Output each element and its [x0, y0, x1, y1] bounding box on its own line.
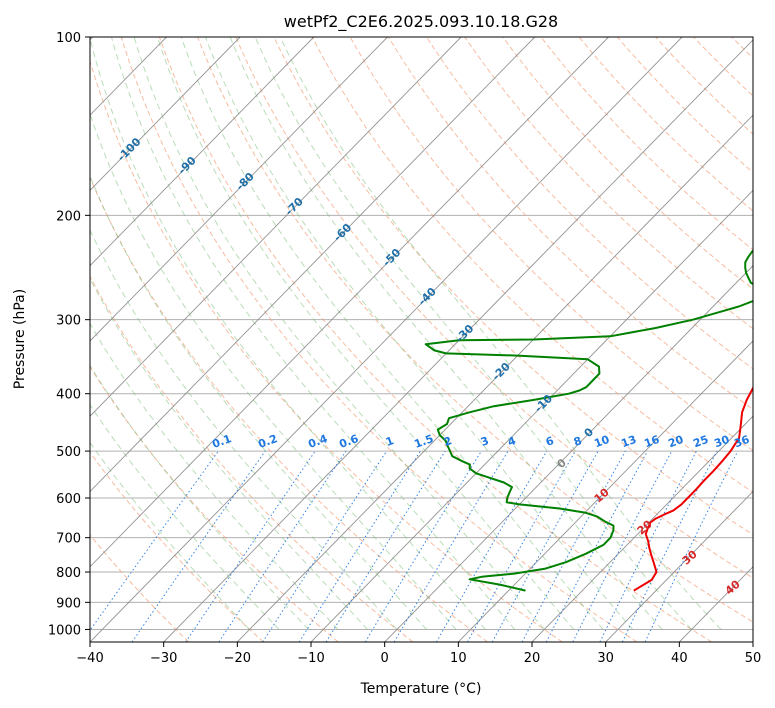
dry-adiabat-line [158, 37, 712, 642]
dry-adiabat-line [120, 37, 638, 642]
dry-adiabat-line [90, 275, 414, 642]
dewpoint-profile-line [424, 249, 753, 592]
isotherm-line [90, 37, 388, 342]
dry-adiabat-line [90, 59, 563, 642]
y-tick-label: 600 [56, 492, 81, 507]
axes: −40 −30 −20 −10 0 10 20 30 40 5010020030040050060… [48, 31, 761, 666]
moist-adiabat-line [111, 37, 516, 630]
moist-adiabat-line [90, 37, 486, 630]
mixing-ratio-line [131, 450, 266, 642]
dry-adiabat-line [311, 37, 753, 493]
mixing-ratio-label: 25 [691, 433, 710, 450]
y-tick-label: 400 [56, 388, 81, 403]
dry-adiabat-line [90, 365, 339, 642]
mixing-ratio-label: 1 [384, 434, 396, 449]
x-tick-label: 50 [745, 651, 762, 666]
mixing-ratio-label: 3 [479, 434, 491, 449]
mixing-ratio-label: 20 [666, 433, 685, 451]
x-tick-label: 20 [524, 651, 541, 666]
mixing-ratio-line [599, 450, 697, 642]
x-axis-title: Temperature (°C) [360, 681, 482, 697]
y-tick-label: 200 [56, 209, 81, 224]
mixing-ratio-label: 36 [732, 433, 751, 451]
mixing-ratio-label: 16 [642, 433, 661, 451]
y-tick-label: 900 [56, 596, 81, 611]
mixing-ratio-line [218, 450, 347, 642]
dry-adiabat-line [90, 534, 190, 642]
isotherm-line [605, 490, 753, 642]
dry-adiabat-line [235, 37, 753, 579]
x-tick-label: 40 [671, 651, 688, 666]
x-tick-label: −10 [297, 651, 324, 666]
mixing-ratio-label: 30 [712, 433, 731, 451]
x-tick-label: 0 [381, 651, 389, 666]
mixing-ratio-label: 1.5 [412, 432, 435, 451]
mixing-ratio-label: 0.4 [306, 432, 329, 451]
dry-adiabat-line [502, 37, 753, 290]
dry-adiabat-line [197, 37, 753, 623]
mixing-ratio-line [262, 450, 388, 642]
isotherm-line [90, 37, 462, 417]
moist-adiabat-line [90, 441, 250, 630]
moist-adiabat-line [205, 37, 634, 630]
dry-adiabat-line [273, 37, 753, 536]
y-axis-title: Pressure (hPa) [12, 289, 28, 389]
moist-adiabat-line [229, 37, 663, 630]
mixing-ratio-line [491, 450, 599, 642]
mixing-ratio-line [621, 450, 718, 642]
mixing-ratio-label: 10 [592, 433, 611, 451]
plot-frame [89, 36, 754, 643]
moist-adiabat-line [254, 37, 692, 630]
isotherm-line [90, 37, 609, 568]
mixing-ratio-label: 0.1 [210, 432, 233, 451]
y-tick-label: 700 [56, 532, 81, 547]
mixing-ratio-label: 2 [442, 434, 454, 449]
isotherm-line [384, 265, 753, 642]
mixing-ratio-label: 8 [572, 434, 584, 449]
dry-adiabat-line [387, 37, 753, 410]
moist-adiabat-line [90, 112, 457, 630]
isotherm-line [531, 415, 753, 642]
y-tick-label: 1000 [48, 623, 81, 638]
y-tick-label: 500 [56, 445, 81, 460]
moist-adiabat-line [180, 37, 604, 630]
isotherm-line [90, 37, 241, 192]
x-tick-label: 10 [450, 651, 467, 666]
profile-lines [424, 249, 753, 592]
moist-adiabat-line [156, 37, 575, 630]
y-tick-label: 100 [56, 31, 81, 46]
mixing-ratio-line [185, 450, 316, 642]
mixing-ratio-line [90, 450, 219, 632]
background-lines [90, 37, 753, 642]
mixing-ratio-line [364, 450, 482, 642]
isotherm-line [310, 189, 753, 642]
chart-title: wetPf2_C2E6.2025.093.10.18.G28 [284, 12, 558, 32]
isotherm-line [90, 37, 536, 493]
mixing-ratio-label: 6 [544, 434, 556, 449]
isotherm-line [90, 37, 315, 267]
temperature-profile-line [633, 385, 753, 592]
mixing-ratio-label: 0.2 [256, 432, 279, 451]
y-tick-label: 800 [56, 566, 81, 581]
x-tick-label: −30 [150, 651, 177, 666]
isotherm-line [457, 340, 753, 642]
x-tick-label: −20 [224, 651, 251, 666]
mixing-ratio-line [467, 450, 576, 642]
mixing-ratio-label: 0.6 [337, 432, 360, 451]
y-tick-label: 300 [56, 314, 81, 329]
x-tick-label: 30 [597, 651, 614, 666]
mixing-ratio-line [545, 450, 648, 642]
moist-adiabat-line [90, 174, 427, 630]
dry-adiabat-line [464, 37, 753, 330]
mixing-ratio-label: 13 [619, 433, 638, 450]
isotherm-line [90, 37, 683, 642]
mixing-ratio-line [298, 450, 421, 642]
x-tick-label: −40 [76, 651, 103, 666]
mixing-ratio-label: 4 [506, 434, 518, 449]
